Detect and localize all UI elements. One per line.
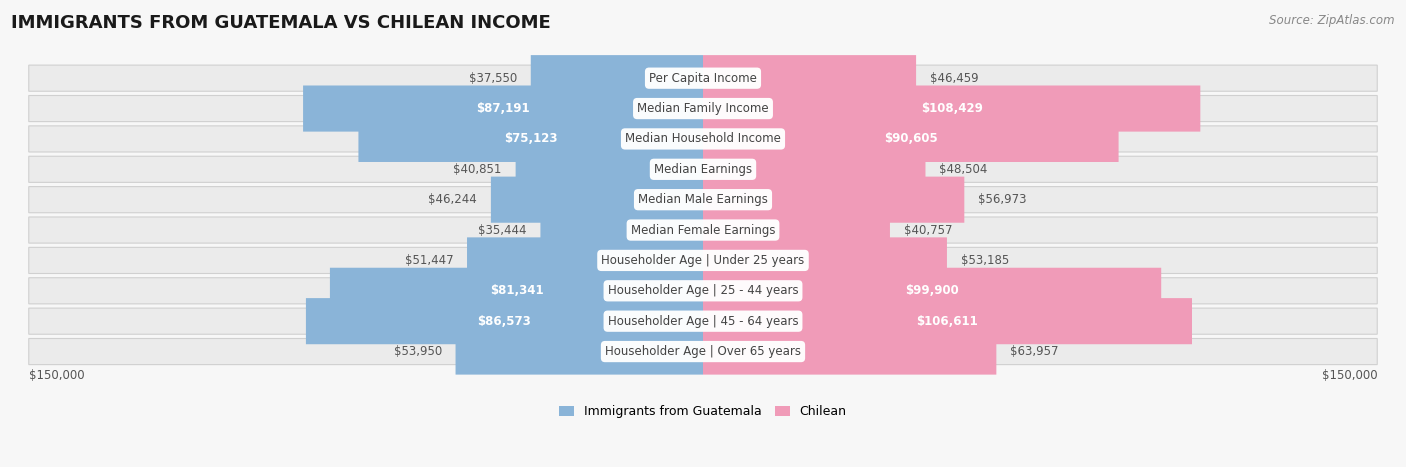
FancyBboxPatch shape [703,207,890,253]
FancyBboxPatch shape [456,328,703,375]
FancyBboxPatch shape [516,146,703,192]
FancyBboxPatch shape [28,95,1378,121]
Text: $48,504: $48,504 [939,163,987,176]
FancyBboxPatch shape [703,328,997,375]
FancyBboxPatch shape [28,187,1378,213]
Text: $75,123: $75,123 [503,133,557,145]
Text: $63,957: $63,957 [1010,345,1059,358]
FancyBboxPatch shape [28,308,1378,334]
FancyBboxPatch shape [703,55,917,101]
Text: $56,973: $56,973 [979,193,1026,206]
FancyBboxPatch shape [531,55,703,101]
Text: $86,573: $86,573 [478,315,531,328]
Text: Householder Age | Under 25 years: Householder Age | Under 25 years [602,254,804,267]
FancyBboxPatch shape [703,85,1201,132]
FancyBboxPatch shape [703,146,925,192]
Text: $53,950: $53,950 [394,345,441,358]
Text: $87,191: $87,191 [477,102,530,115]
Text: $99,900: $99,900 [905,284,959,297]
FancyBboxPatch shape [28,278,1378,304]
FancyBboxPatch shape [467,237,703,283]
Text: $150,000: $150,000 [1322,369,1378,382]
FancyBboxPatch shape [28,339,1378,365]
Text: $81,341: $81,341 [489,284,543,297]
Text: $46,244: $46,244 [429,193,477,206]
Text: $53,185: $53,185 [960,254,1010,267]
Text: Median Household Income: Median Household Income [626,133,780,145]
FancyBboxPatch shape [540,207,703,253]
FancyBboxPatch shape [28,217,1378,243]
FancyBboxPatch shape [703,298,1192,344]
Text: $40,757: $40,757 [904,224,952,237]
FancyBboxPatch shape [491,177,703,223]
FancyBboxPatch shape [703,237,948,283]
Text: IMMIGRANTS FROM GUATEMALA VS CHILEAN INCOME: IMMIGRANTS FROM GUATEMALA VS CHILEAN INC… [11,14,551,32]
Text: Median Female Earnings: Median Female Earnings [631,224,775,237]
FancyBboxPatch shape [307,298,703,344]
Text: $46,459: $46,459 [929,71,979,85]
Text: Householder Age | 45 - 64 years: Householder Age | 45 - 64 years [607,315,799,328]
Text: $40,851: $40,851 [454,163,502,176]
Text: Householder Age | 25 - 44 years: Householder Age | 25 - 44 years [607,284,799,297]
FancyBboxPatch shape [304,85,703,132]
Text: $37,550: $37,550 [468,71,517,85]
FancyBboxPatch shape [28,248,1378,274]
Legend: Immigrants from Guatemala, Chilean: Immigrants from Guatemala, Chilean [554,400,852,423]
Text: $106,611: $106,611 [917,315,979,328]
Text: $108,429: $108,429 [921,102,983,115]
Text: Householder Age | Over 65 years: Householder Age | Over 65 years [605,345,801,358]
Text: $150,000: $150,000 [28,369,84,382]
FancyBboxPatch shape [330,268,703,314]
FancyBboxPatch shape [703,177,965,223]
Text: Median Family Income: Median Family Income [637,102,769,115]
Text: Per Capita Income: Per Capita Income [650,71,756,85]
Text: Source: ZipAtlas.com: Source: ZipAtlas.com [1270,14,1395,27]
Text: $90,605: $90,605 [884,133,938,145]
FancyBboxPatch shape [703,116,1119,162]
FancyBboxPatch shape [359,116,703,162]
Text: Median Earnings: Median Earnings [654,163,752,176]
Text: $35,444: $35,444 [478,224,527,237]
FancyBboxPatch shape [28,65,1378,91]
Text: Median Male Earnings: Median Male Earnings [638,193,768,206]
FancyBboxPatch shape [28,156,1378,182]
Text: $51,447: $51,447 [405,254,453,267]
FancyBboxPatch shape [28,126,1378,152]
FancyBboxPatch shape [703,268,1161,314]
